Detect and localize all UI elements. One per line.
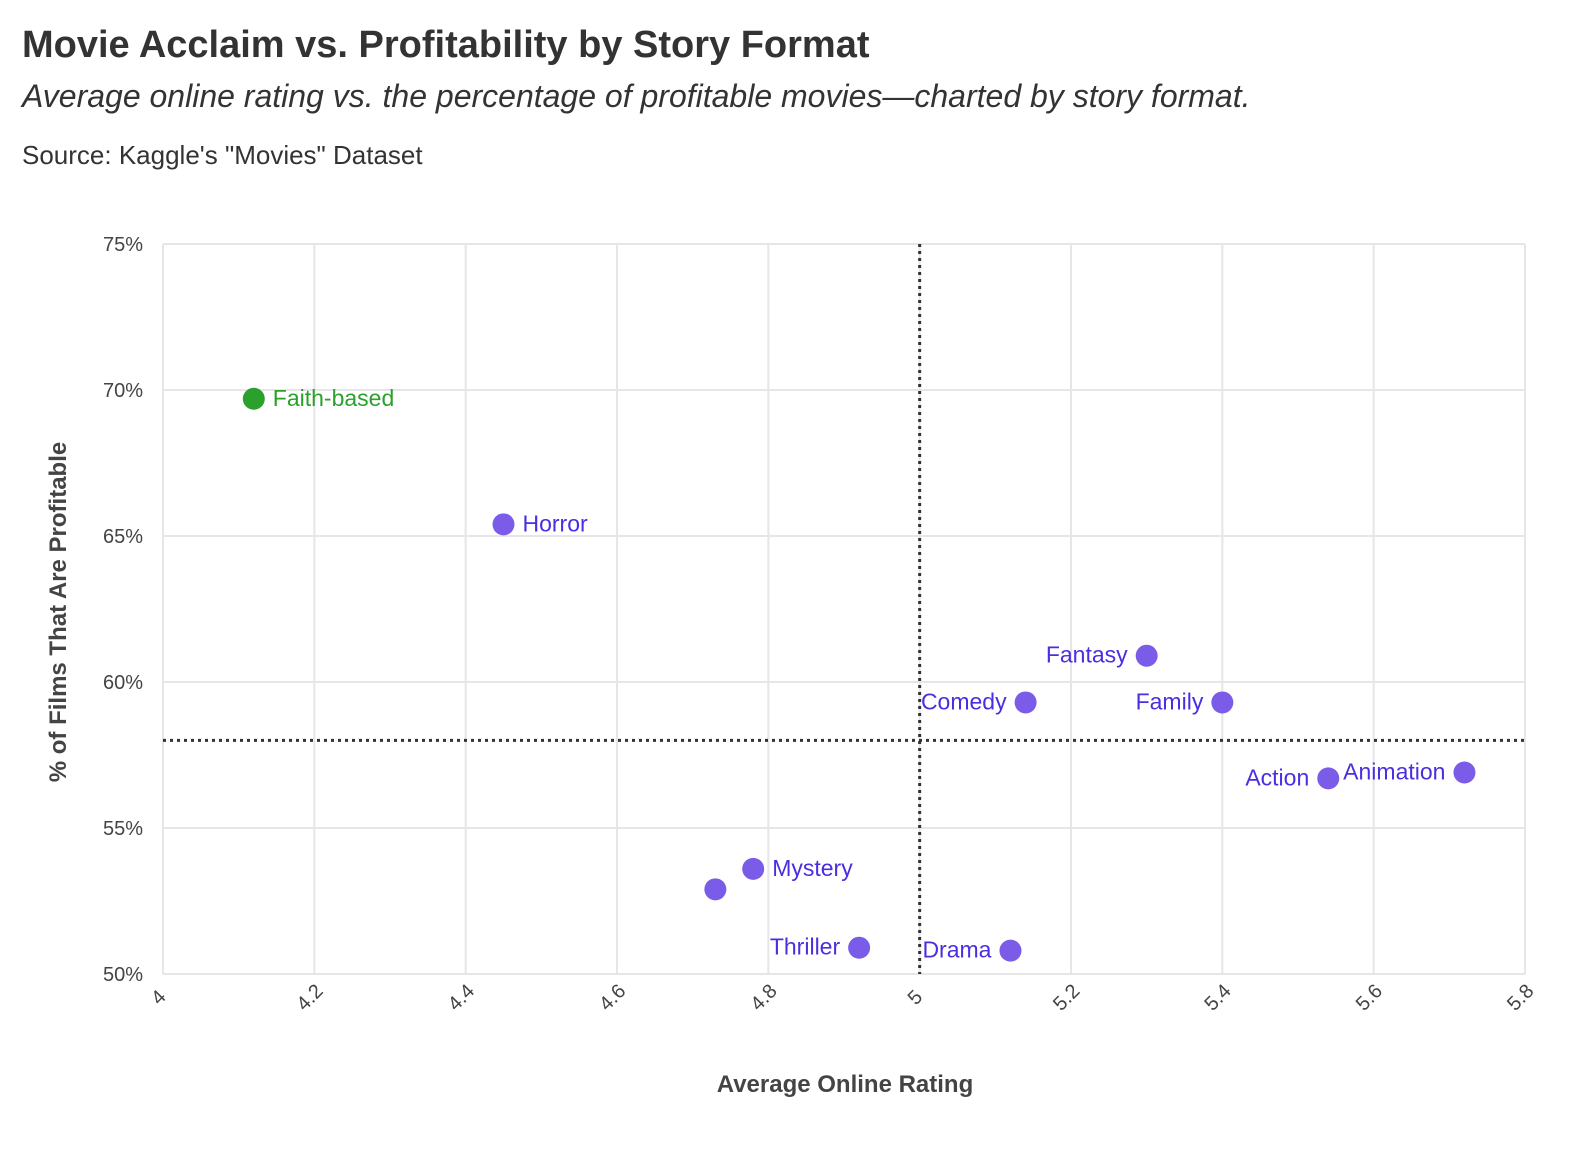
- point-label: Action: [1245, 764, 1309, 790]
- scatter-point: [492, 513, 515, 536]
- x-tick-label: 5.8: [1503, 980, 1538, 1015]
- y-tick-label: 55%: [103, 818, 143, 840]
- point-label: Animation: [1343, 759, 1445, 785]
- chart-title: Movie Acclaim vs. Profitability by Story…: [22, 24, 870, 66]
- x-tick-label: 5.2: [1049, 980, 1084, 1015]
- point-label: Faith-based: [273, 385, 394, 411]
- scatter-point: [1211, 691, 1234, 714]
- y-axis-title: % of Films That Are Profitable: [45, 442, 72, 783]
- chart-source: Source: Kaggle's "Movies" Dataset: [22, 140, 423, 170]
- y-tick-label: 65%: [103, 526, 143, 548]
- x-tick-label: 5: [904, 986, 927, 1009]
- x-tick-label: 4: [147, 986, 170, 1009]
- data-points: [242, 387, 1476, 962]
- grid: [162, 243, 1526, 975]
- x-tick-label: 5.4: [1200, 980, 1235, 1015]
- chart-subtitle: Average online rating vs. the percentage…: [22, 78, 1251, 114]
- point-label: Fantasy: [1046, 642, 1128, 668]
- scatter-point: [1317, 767, 1340, 790]
- reference-lines: [163, 244, 1525, 974]
- point-labels: Faith-based Horror Fantasy Comedy Family Acti…: [273, 385, 1446, 963]
- x-tick-label: 4.4: [444, 980, 479, 1015]
- x-tick-label: 4.6: [595, 980, 630, 1015]
- point-label: Mystery: [772, 855, 853, 881]
- x-axis-title: Average Online Rating: [717, 1071, 974, 1098]
- scatter-point: [1135, 644, 1158, 667]
- scatter-point: [242, 387, 265, 410]
- scatter-point: [742, 857, 765, 880]
- scatter-point: [704, 878, 727, 901]
- y-tick-label: 70%: [103, 380, 143, 402]
- scatter-point: [1014, 691, 1037, 714]
- y-tick-label: 60%: [103, 672, 143, 694]
- point-label: Family: [1136, 688, 1204, 714]
- y-tick-label: 75%: [103, 234, 143, 256]
- scatter-point: [848, 936, 871, 959]
- y-tick-label: 50%: [103, 964, 143, 986]
- point-label: Thriller: [770, 934, 841, 960]
- point-label: Drama: [922, 937, 991, 963]
- x-tick-label: 5.6: [1352, 980, 1387, 1015]
- point-label: Horror: [523, 510, 589, 536]
- scatter-point: [1453, 761, 1476, 784]
- point-label: Comedy: [921, 688, 1007, 714]
- scatter-point: [999, 939, 1022, 962]
- axis-ticks: 4 4.2 4.4 4.6 4.8 5 5.2 5.4 5.6 5.8 50% 55% 60% 65% 70…: [103, 234, 1538, 1015]
- x-tick-label: 4.8: [746, 980, 781, 1015]
- x-tick-label: 4.2: [292, 980, 327, 1015]
